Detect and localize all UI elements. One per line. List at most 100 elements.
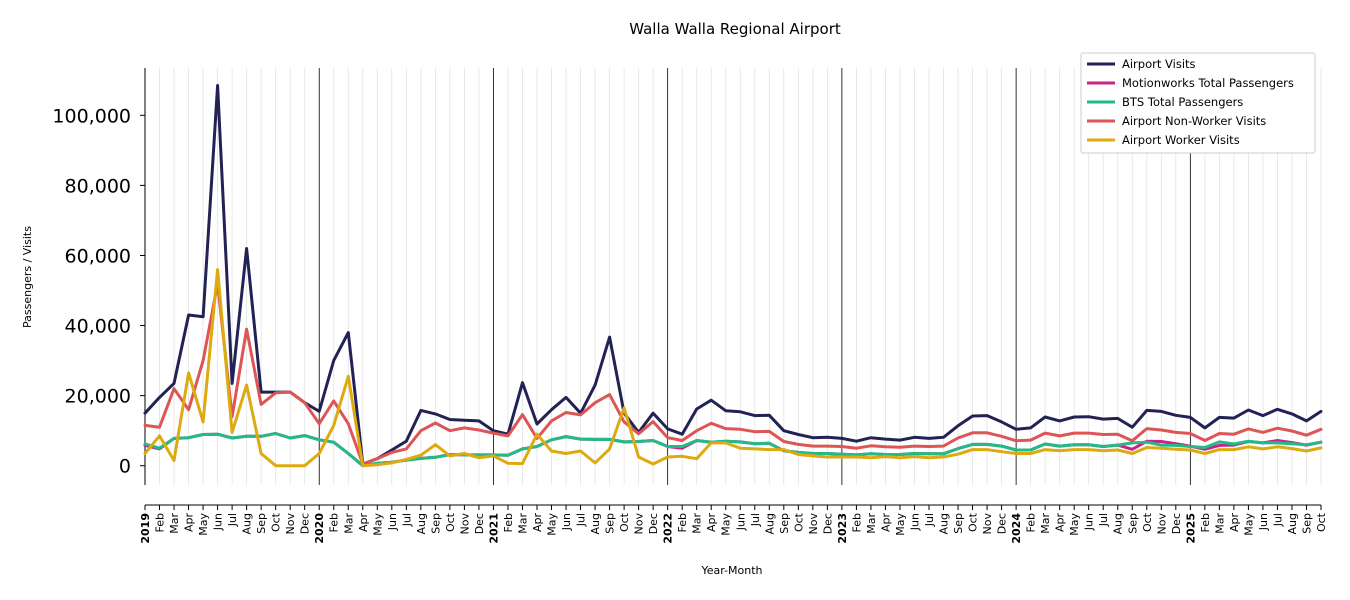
x-tick-label: 2024	[1010, 513, 1023, 544]
x-tick-label: Nov	[1155, 513, 1168, 535]
x-tick-label: Feb	[1199, 513, 1212, 532]
x-tick-label: Aug	[1286, 513, 1299, 534]
x-tick-label: Nov	[807, 513, 820, 535]
x-tick-label: Feb	[502, 513, 515, 532]
legend-label: Airport Worker Visits	[1122, 133, 1240, 147]
x-tick-label: Nov	[633, 513, 646, 535]
x-tick-label: Jun	[734, 513, 747, 531]
x-tick-label: Sep	[1300, 513, 1313, 534]
x-tick-label: Jun	[1083, 513, 1096, 531]
y-tick-label: 80,000	[65, 175, 131, 197]
x-tick-label: Mar	[865, 513, 878, 534]
legend-label: Airport Visits	[1122, 57, 1196, 71]
x-tick-label: May	[720, 513, 733, 536]
y-tick-label: 40,000	[65, 316, 131, 338]
x-axis: 2019 Feb Mar Apr May Jun Jul Aug Sep Oct Nov Dec 202…	[139, 504, 1328, 544]
x-tick-label: Aug	[1112, 513, 1125, 534]
x-tick-label: Aug	[763, 513, 776, 534]
x-tick-label: Nov	[458, 513, 471, 535]
x-tick-label: Mar	[1213, 513, 1226, 534]
x-tick-label: Dec	[647, 513, 660, 534]
x-tick-label: Apr	[357, 513, 370, 533]
x-tick-label: Nov	[981, 513, 994, 535]
x-tick-label: Sep	[1126, 513, 1139, 534]
x-tick-label: Jun	[908, 513, 921, 531]
x-tick-label: May	[371, 513, 384, 536]
x-tick-label: Jun	[560, 513, 573, 531]
x-tick-label: Oct	[618, 512, 631, 532]
x-tick-label: Jul	[923, 513, 936, 527]
chart-title: Walla Walla Regional Airport	[629, 20, 841, 38]
x-tick-label: Feb	[676, 513, 689, 532]
y-tick-label: 0	[119, 456, 131, 478]
x-tick-label: Oct	[444, 512, 457, 532]
x-tick-label: May	[1242, 513, 1255, 536]
x-tick-label: Jun	[1257, 513, 1270, 531]
x-tick-label: Mar	[1039, 513, 1052, 534]
x-tick-label: 2022	[662, 513, 675, 544]
x-tick-label: 2019	[139, 513, 152, 544]
x-tick-label: Jul	[226, 513, 239, 527]
x-tick-label: Mar	[516, 513, 529, 534]
x-tick-label: Dec	[996, 513, 1009, 534]
series-group	[143, 84, 1323, 468]
legend-label: BTS Total Passengers	[1122, 95, 1243, 109]
x-tick-label: Oct	[967, 512, 980, 532]
x-tick-label: Apr	[879, 513, 892, 533]
legend-label: Motionworks Total Passengers	[1122, 76, 1294, 90]
x-tick-label: Feb	[850, 513, 863, 532]
x-tick-label: 2025	[1184, 513, 1197, 544]
x-axis-label: Year-Month	[700, 564, 762, 577]
series-line-airport-non-worker-visits	[143, 282, 1323, 466]
x-tick-label: May	[894, 513, 907, 536]
x-tick-label: Dec	[821, 513, 834, 534]
x-tick-label: Sep	[952, 513, 965, 534]
x-tick-label: Jul	[1097, 513, 1110, 527]
x-tick-label: Aug	[589, 513, 602, 534]
x-tick-label: Jun	[386, 513, 399, 531]
x-tick-label: Apr	[705, 513, 718, 533]
x-tick-label: Dec	[473, 513, 486, 534]
x-tick-label: May	[1068, 513, 1081, 536]
x-tick-label: 2023	[836, 513, 849, 544]
y-tick-label: 60,000	[65, 245, 131, 267]
x-tick-label: Sep	[429, 513, 442, 534]
x-tick-label: Apr	[1228, 513, 1241, 533]
y-axis: 0 20,000 40,000 60,000 80,000 100,000	[52, 68, 146, 485]
x-tick-label: Dec	[299, 513, 312, 534]
x-tick-label: May	[197, 513, 210, 536]
x-tick-label: Jul	[400, 513, 413, 527]
x-tick-label: Jun	[212, 513, 225, 531]
x-tick-label: Mar	[691, 513, 704, 534]
series-line-airport-visits	[143, 84, 1323, 466]
x-tick-label: 2020	[313, 513, 326, 544]
x-tick-label: Feb	[1025, 513, 1038, 532]
x-tick-label: Sep	[778, 513, 791, 534]
x-tick-label: Jul	[749, 513, 762, 527]
x-tick-label: Oct	[792, 512, 805, 532]
x-tick-label: Aug	[415, 513, 428, 534]
x-tick-label: Oct	[1315, 512, 1328, 532]
x-tick-label: Jul	[575, 513, 588, 527]
x-tick-label: 2021	[487, 513, 500, 544]
x-tick-label: Sep	[604, 513, 617, 534]
legend-label: Airport Non-Worker Visits	[1122, 114, 1266, 128]
series-line-bts-total-passengers	[143, 432, 1323, 468]
grid	[144, 68, 1322, 485]
x-tick-label: Oct	[270, 512, 283, 532]
x-tick-label: Sep	[255, 513, 268, 534]
y-tick-label: 20,000	[65, 386, 131, 408]
y-tick-label: 100,000	[52, 105, 131, 127]
x-tick-label: Apr	[531, 513, 544, 533]
y-axis-label: Passengers / Visits	[21, 226, 34, 328]
x-tick-label: Nov	[284, 513, 297, 535]
x-tick-label: Aug	[241, 513, 254, 534]
legend-box	[1080, 52, 1316, 154]
x-tick-label: Mar	[168, 513, 181, 534]
x-tick-label: Dec	[1170, 513, 1183, 534]
x-tick-label: Feb	[328, 513, 341, 532]
x-tick-label: Apr	[183, 513, 196, 533]
x-tick-label: Jul	[1271, 513, 1284, 527]
x-tick-label: Apr	[1054, 513, 1067, 533]
